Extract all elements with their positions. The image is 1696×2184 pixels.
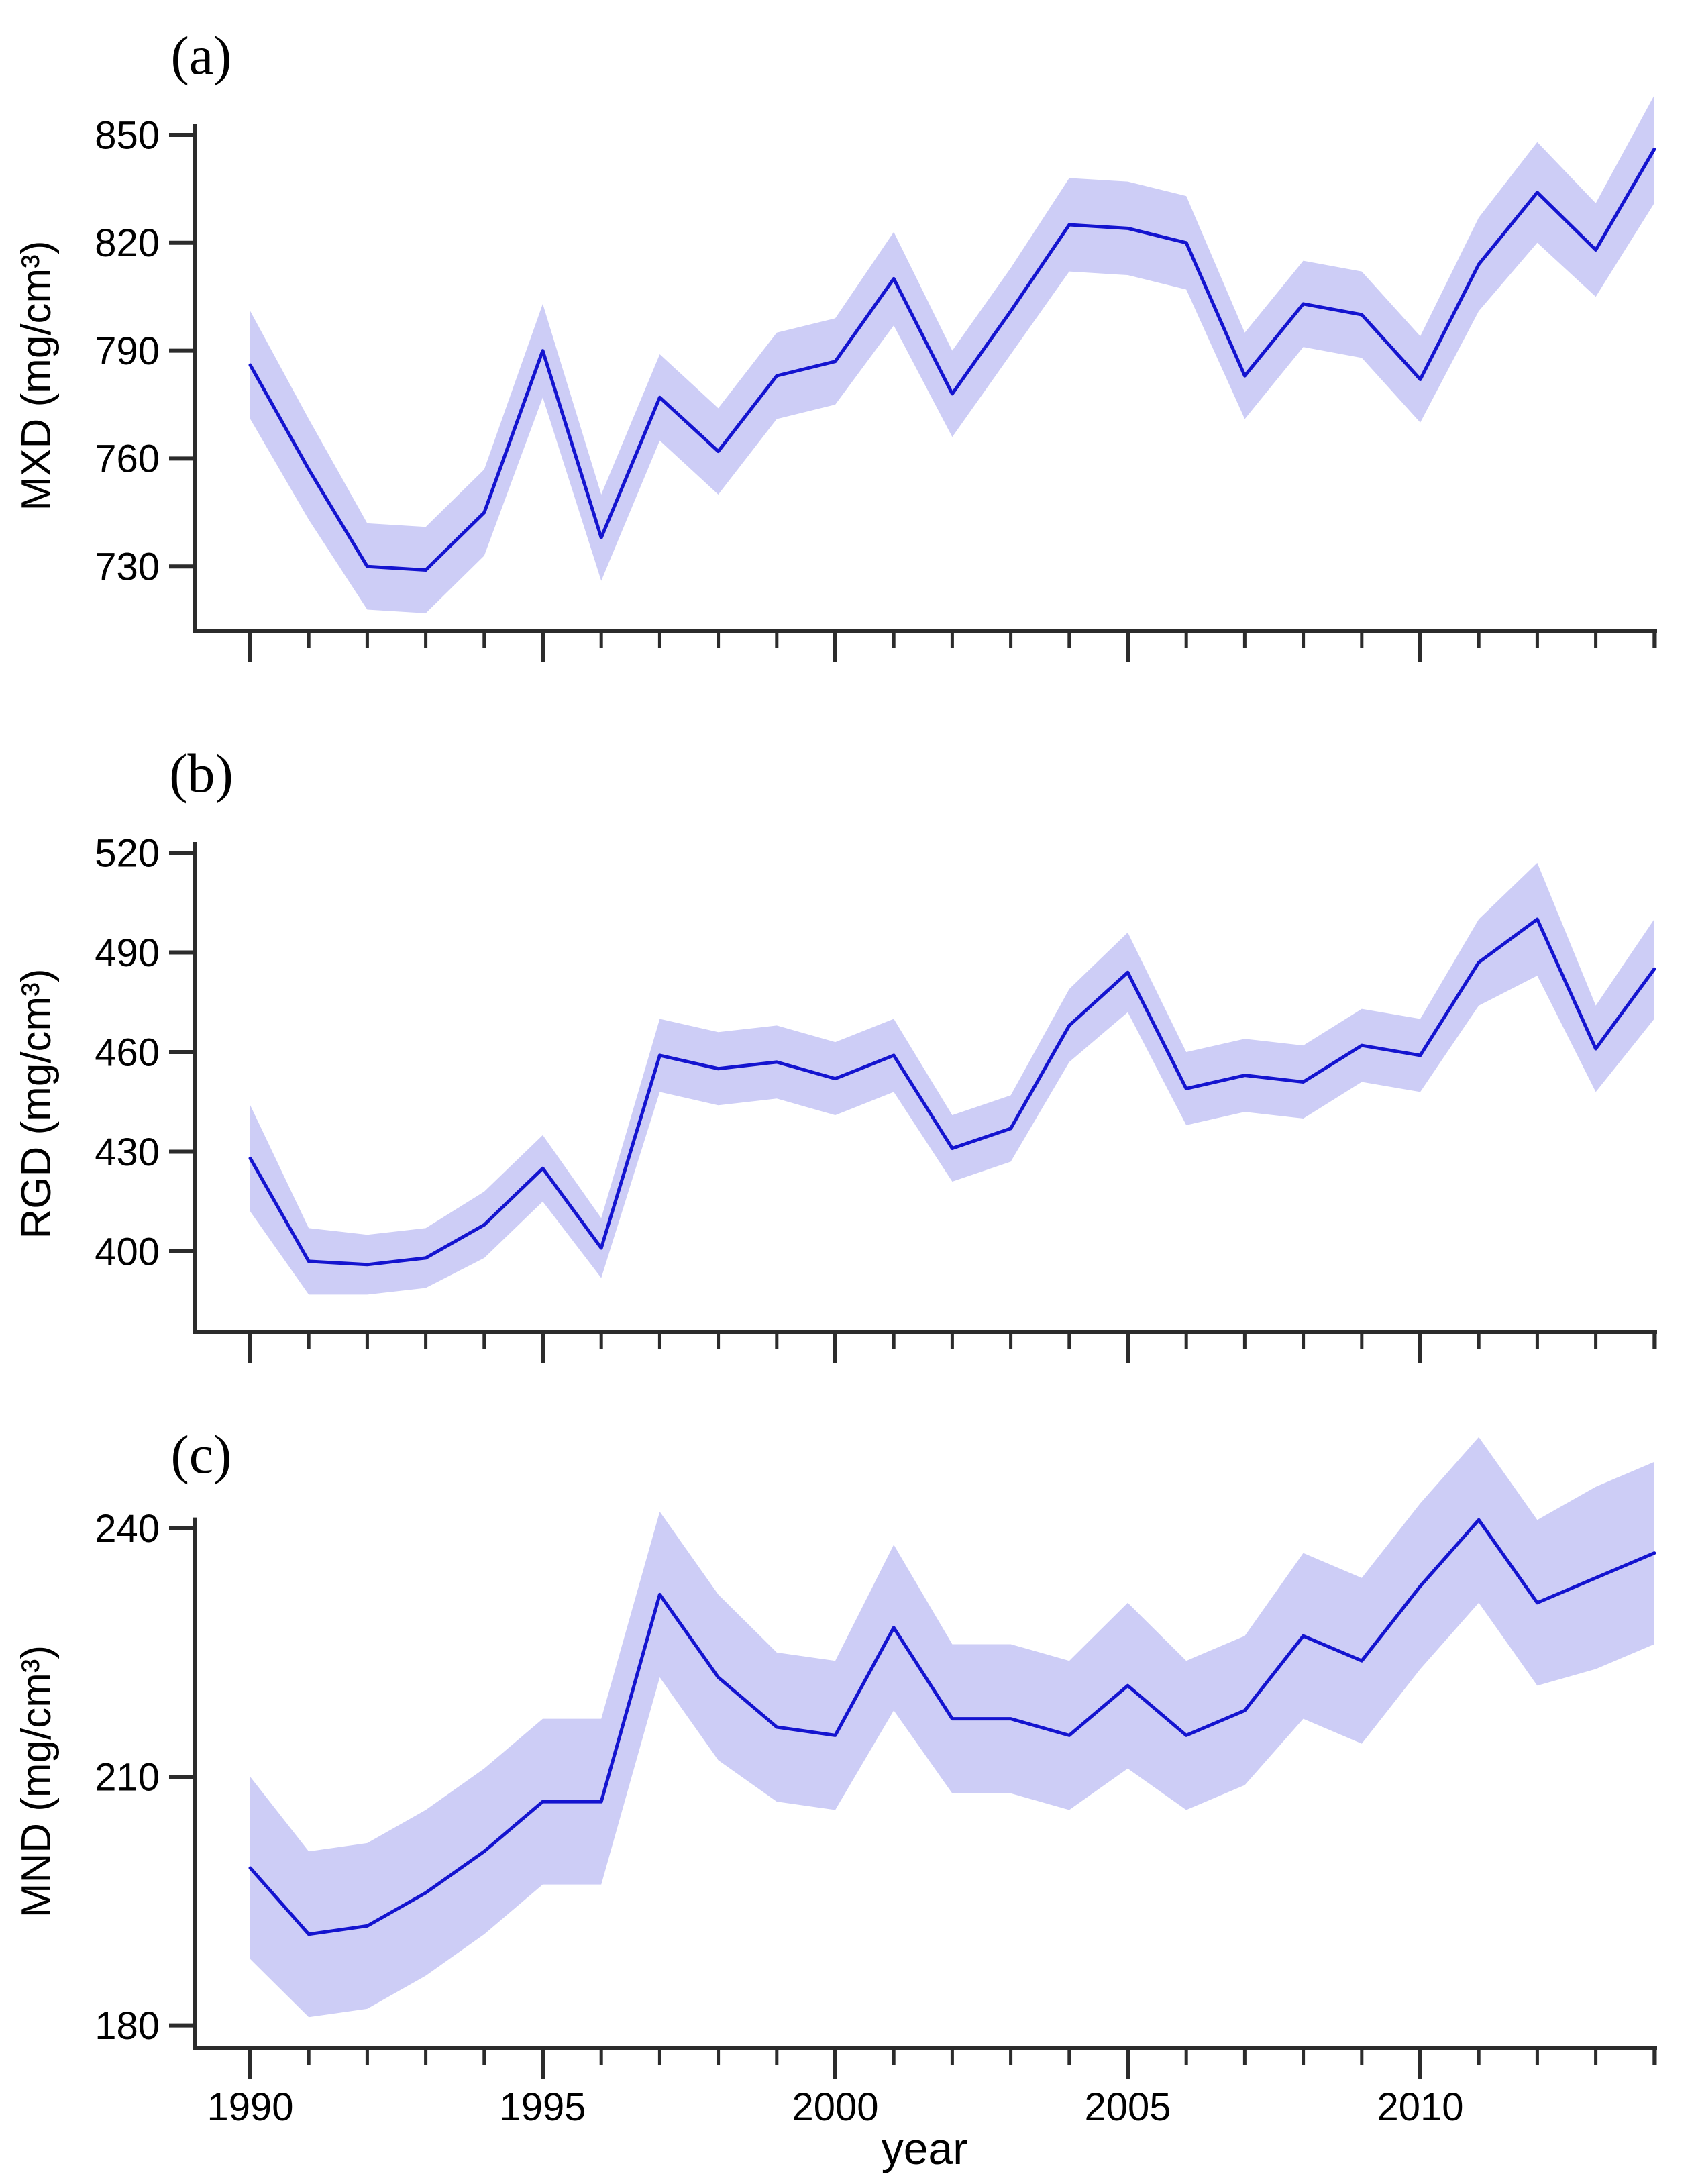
panel-b-chart: 520 490 460 430 400 (b) RGD (mg/cm³) — [13, 743, 1657, 1363]
panel-b-label: (b) — [169, 743, 233, 804]
y-tick-label: 790 — [95, 329, 160, 373]
y-tick-label: 210 — [95, 1755, 160, 1799]
panel-c-plot-area: 240 210 180 1990 1995 2000 2005 2010 — [95, 1437, 1657, 2129]
x-tick-label: 2010 — [1377, 2085, 1463, 2129]
y-tick-label: 730 — [95, 545, 160, 589]
panel-a-y-axis-title: MXD (mg/cm³) — [13, 241, 60, 511]
x-axis-title: year — [882, 2124, 967, 2173]
y-tick-label: 490 — [95, 931, 160, 975]
mean-line — [248, 147, 1656, 572]
confidence-band — [250, 862, 1654, 1295]
panel-a-chart: 850 820 790 760 730 (a) MXD (mg/cm³) — [13, 25, 1657, 662]
y-tick-label: 760 — [95, 437, 160, 481]
x-tick-label: 2005 — [1084, 2085, 1171, 2129]
y-tick-label: 240 — [95, 1507, 160, 1551]
y-tick-label: 400 — [95, 1230, 160, 1273]
y-tick-label: 180 — [95, 2004, 160, 2048]
panel-c-y-axis-title: MND (mg/cm³) — [13, 1645, 60, 1918]
mean-line — [248, 1518, 1656, 1936]
y-tick-label: 520 — [95, 831, 160, 875]
mean-line — [248, 917, 1656, 1267]
panel-b-y-axis-title: RGD (mg/cm³) — [13, 969, 60, 1239]
panel-c-chart: 240 210 180 1990 1995 2000 2005 2010 (c) MND (m… — [13, 1424, 1657, 2173]
y-tick-label: 820 — [95, 221, 160, 265]
panel-a-plot-area: 850 820 790 760 730 — [95, 95, 1657, 662]
panel-c-label: (c) — [170, 1424, 231, 1485]
y-tick-label: 430 — [95, 1131, 160, 1174]
confidence-band — [250, 95, 1654, 613]
panel-b-plot-area: 520 490 460 430 400 — [95, 831, 1657, 1363]
y-tick-label: 850 — [95, 113, 160, 157]
y-tick-label: 460 — [95, 1031, 160, 1074]
panel-a-label: (a) — [170, 25, 231, 86]
x-tick-label: 1995 — [499, 2085, 586, 2129]
confidence-band — [250, 1437, 1654, 2018]
x-tick-label: 1990 — [207, 2085, 293, 2129]
x-tick-label: 2000 — [792, 2085, 878, 2129]
